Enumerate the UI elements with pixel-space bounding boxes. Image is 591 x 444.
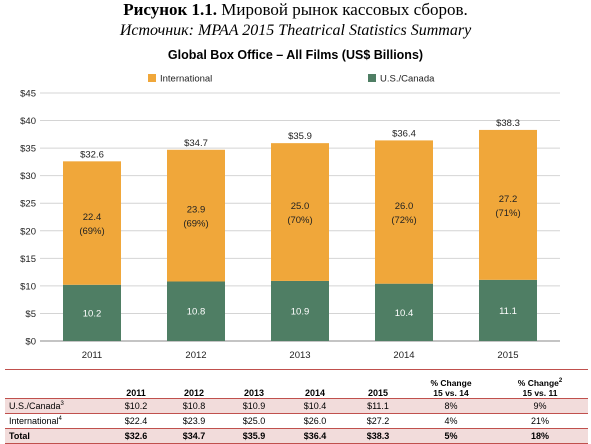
data-label-international-share: (69%) [79, 226, 104, 237]
bar-us-canada [479, 279, 537, 341]
data-label-us-canada: 10.9 [291, 306, 310, 317]
y-tick-label: $20 [20, 226, 36, 237]
data-label-total: $34.7 [184, 138, 208, 149]
data-label-international: 23.9 [187, 205, 206, 216]
table-row-international: International4 $22.4 $23.9 $25.0 $26.0 $… [5, 413, 588, 429]
data-label-international: 22.4 [83, 212, 102, 223]
table-cell: 5% [444, 431, 458, 441]
figure-text: Мировой рынок кассовых сборов. [221, 0, 468, 19]
table-cell: $10.8 [182, 401, 206, 411]
bar-us-canada [63, 284, 121, 341]
table-cell: $26.0 [303, 416, 327, 426]
summary-table: 2011 2012 2013 2014 2015 % Change 15 vs. … [5, 369, 588, 444]
y-tick-label: $30 [20, 171, 36, 182]
data-label-us-canada: 11.1 [499, 306, 517, 317]
table-cell: $35.9 [242, 431, 266, 441]
data-label-us-canada: 10.8 [187, 307, 206, 318]
y-tick-label: $5 [25, 309, 36, 320]
legend-label: International [160, 74, 212, 85]
row-label: Total [9, 431, 30, 441]
stacked-bar-chart: International U.S./Canada $0 $5 $10 $15 $20 $25… [20, 74, 560, 361]
legend-swatch [148, 74, 156, 82]
table-cell: $34.7 [182, 431, 206, 441]
table-cell: $22.4 [124, 416, 148, 426]
x-tick-label: 2015 [497, 350, 518, 361]
table-cell: $11.1 [367, 401, 389, 411]
data-label-international: 27.2 [499, 194, 518, 205]
table-cell: 21% [530, 416, 549, 426]
table-cell: $10.2 [124, 401, 148, 411]
header-2012: 2012 [183, 388, 205, 398]
bar-international [479, 129, 537, 280]
legend-label: U.S./Canada [380, 74, 435, 85]
data-label-total: $36.4 [392, 128, 416, 139]
bar-international [63, 161, 121, 285]
row-label: U.S./Canada3 [9, 401, 64, 411]
data-label-total: $38.3 [496, 118, 520, 129]
data-label-international-share: (72%) [391, 215, 416, 226]
table-row-us-canada: U.S./Canada3 $10.2 $10.8 $10.9 $10.4 $11… [5, 398, 588, 414]
header-2011: 2011 [126, 388, 146, 398]
data-label-international: 26.0 [395, 201, 414, 212]
data-label-international-share: (70%) [287, 215, 312, 226]
y-tick-label: $15 [20, 254, 36, 265]
table-cell: 8% [444, 401, 458, 411]
table-cell: $27.2 [366, 416, 390, 426]
table-row-total: Total $32.6 $34.7 $35.9 $36.4 $38.3 5% 1… [5, 428, 588, 444]
header-2015: 2015 [367, 388, 389, 398]
bar-us-canada [375, 283, 433, 341]
table-cell: $32.6 [124, 431, 148, 441]
data-label-us-canada: 10.2 [83, 308, 102, 319]
y-tick-label: $40 [20, 116, 36, 127]
table-cell: 18% [530, 431, 549, 441]
header-pct-change-15-vs-11: % Change2 15 vs. 11 [517, 378, 563, 398]
data-label-international-share: (71%) [495, 208, 520, 219]
summary-table-wrap: 2011 2012 2013 2014 2015 % Change 15 vs. … [0, 369, 591, 444]
table-cell: $25.0 [242, 416, 266, 426]
chart-title: Global Box Office – All Films (US$ Billi… [167, 48, 424, 62]
header-2014: 2014 [304, 388, 326, 398]
row-label: International4 [9, 416, 62, 426]
x-tick-label: 2014 [393, 350, 414, 361]
table-cell: $23.9 [182, 416, 206, 426]
figure-label: Рисунок 1.1. [123, 0, 218, 19]
figure-source: Источник: MPAA 2015 Theatrical Statistic… [119, 22, 472, 39]
y-tick-label: $35 [20, 144, 36, 155]
header-pct-change-15-vs-14: % Change 15 vs. 14 [430, 378, 472, 398]
bar-international [271, 143, 329, 281]
bar-international [375, 140, 433, 284]
y-tick-label: $25 [20, 199, 36, 210]
table-cell: $10.9 [242, 401, 266, 411]
header-2013: 2013 [243, 388, 265, 398]
y-tick-label: $10 [20, 281, 36, 292]
data-label-international-share: (69%) [183, 219, 208, 230]
data-label-total: $32.6 [80, 149, 104, 160]
bar-us-canada [167, 281, 225, 341]
table-cell: $36.4 [303, 431, 327, 441]
table-cell: 4% [444, 416, 458, 426]
table-cell: $38.3 [366, 431, 390, 441]
x-tick-label: 2013 [289, 350, 310, 361]
table-cell: $10.4 [303, 401, 327, 411]
data-label-us-canada: 10.4 [395, 308, 414, 319]
header-blank [5, 370, 108, 399]
y-tick-label: $45 [20, 89, 36, 100]
figure-caption: Рисунок 1.1. Мировой рынок кассовых сбор… [0, 0, 591, 20]
y-tick-label: $0 [25, 337, 36, 348]
x-tick-label: 2011 [82, 350, 102, 361]
legend-swatch [368, 74, 376, 82]
table-header-row: 2011 2012 2013 2014 2015 % Change 15 vs. … [5, 369, 588, 399]
bar-international [167, 149, 225, 282]
bar-us-canada [271, 280, 329, 341]
data-label-international: 25.0 [291, 201, 310, 212]
data-label-total: $35.9 [288, 131, 312, 142]
x-tick-label: 2012 [185, 350, 206, 361]
table-cell: 9% [533, 401, 547, 411]
